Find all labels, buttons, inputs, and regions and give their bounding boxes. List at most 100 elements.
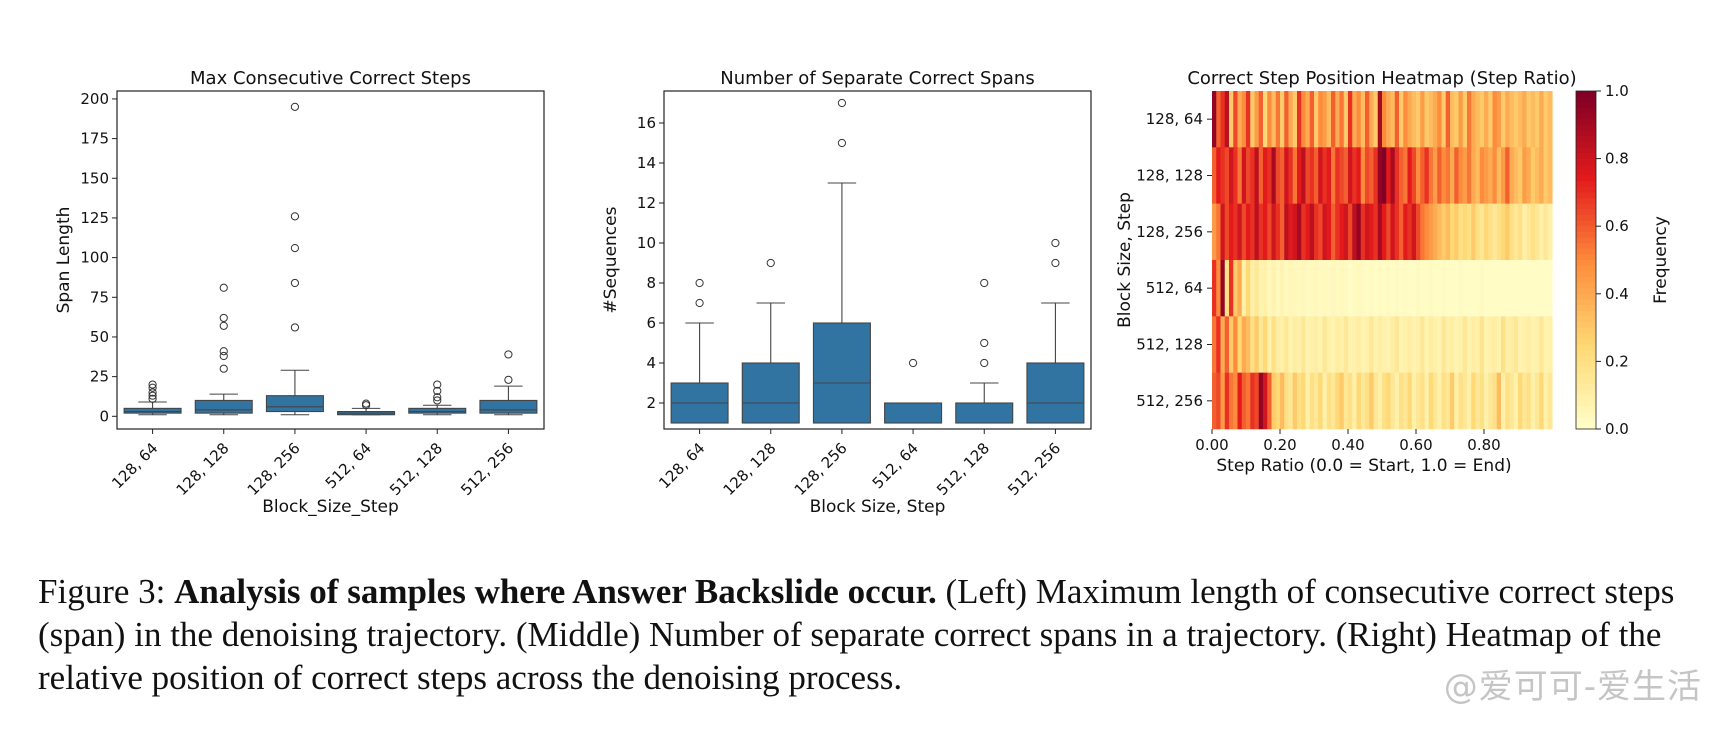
heatmap-cell [1348,91,1353,148]
heatmap-cell [1216,316,1222,373]
heatmap-cell [1275,203,1281,261]
y-tick-label: 100 [80,249,109,267]
heatmap-cell [1284,260,1290,317]
heatmap-cell [1437,147,1443,204]
colorbar-segment [1576,423,1596,430]
heatmap-cell [1339,147,1345,204]
heatmap-cell [1267,203,1273,261]
heatmap-cell [1420,316,1426,373]
colorbar-tick-label: 0.0 [1605,420,1629,438]
heatmap-cell [1314,372,1319,430]
colorbar-segment [1576,254,1596,261]
heatmap-cell [1212,260,1217,317]
outlier-point [766,258,775,268]
heatmap-cell [1352,372,1358,430]
outlier-point [1051,238,1060,248]
colorbar-segment [1576,147,1596,154]
plot-frame [663,90,1092,430]
colorbar-segment [1576,282,1596,289]
colorbar-segment [1576,417,1596,424]
heatmap-cell [1428,91,1434,148]
heatmap-cell [1220,203,1226,261]
heatmap-cell [1220,260,1226,317]
y-tick-label: 512, 128 [1136,336,1203,354]
heatmap-cell [1292,203,1298,261]
outlier-point [908,358,918,368]
x-tick-label: 128, 128 [720,439,780,499]
heatmap-cell [1275,147,1281,204]
heatmap-cell [1428,372,1434,430]
y-tick-label: 0 [99,407,109,425]
heatmap-cell [1390,203,1396,261]
heatmap-cell [1377,147,1383,204]
colorbar-segment [1576,130,1596,137]
heatmap-cell [1280,91,1285,148]
heatmap-cell [1458,147,1464,204]
heatmap-cell [1450,372,1455,430]
heatmap-cell [1212,147,1217,204]
heatmap-cell [1360,260,1366,317]
heatmap-cell [1263,372,1268,430]
heatmap-cell [1250,260,1256,317]
heatmap-cell [1458,203,1464,261]
heatmap-cell [1263,316,1268,373]
heatmap-cell [1424,91,1430,148]
heatmap-cell [1501,147,1506,204]
heatmap-cell [1343,91,1349,148]
y-tick-label: 25 [90,368,109,386]
heatmap-cell [1365,260,1370,317]
heatmap-cell [1233,203,1239,261]
heatmap-cell [1284,203,1290,261]
heatmap-cell [1526,91,1532,148]
box [479,399,538,414]
heatmap-cell [1467,372,1472,430]
y-tick-label: 128, 128 [1136,167,1203,185]
heatmap-cell [1254,260,1260,317]
heatmap-cell [1271,316,1277,373]
outlier-point [148,388,157,397]
figure: Max Consecutive Correct Steps Span Length… [54,68,1671,517]
heatmap-cell [1543,260,1549,317]
heatmap-cell [1458,316,1464,373]
heatmap-cell [1492,260,1498,317]
heatmap-cell [1399,91,1404,148]
x-tick-label: 128, 64 [108,439,161,492]
heatmap-cell [1224,260,1230,317]
heatmap-cell [1530,260,1536,317]
heatmap-cell [1250,147,1256,204]
colorbar-label: Frequency [1651,216,1671,304]
heatmap-cell [1454,316,1460,373]
y-tick-label: 4 [646,354,656,372]
heatmap-cell [1377,260,1383,317]
x-tick-label: 0.20 [1263,436,1296,454]
heatmap-cell [1288,372,1294,430]
heatmap-cell [1399,203,1404,261]
heatmap-cell [1301,203,1307,261]
heatmap-cell [1513,372,1519,430]
heatmap-cell [1433,203,1438,261]
outlier-point [290,102,300,111]
heatmap-cell [1496,316,1502,373]
heatmap-cell [1241,91,1247,148]
heatmap-cell [1471,372,1477,430]
heatmap-cell [1343,260,1349,317]
heatmap-cell [1462,316,1468,373]
outlier-point [361,399,371,408]
heatmap-cell [1467,91,1472,148]
heatmap-cell [1331,147,1336,204]
colorbar-segment [1576,344,1596,351]
heatmap-cell [1250,203,1256,261]
heatmap-cell [1373,203,1379,261]
colorbar-segment [1576,220,1596,227]
heatmap-cell [1292,260,1298,317]
caption-text: (Left) Maximum length of consecutive cor… [38,572,1675,697]
heatmap-cell [1352,260,1358,317]
heatmap-cell [1322,260,1328,317]
heatmap-cell [1339,316,1345,373]
heatmap-cell [1445,203,1451,261]
y-axis-label: Span Length [54,207,74,314]
heatmap-cell [1377,91,1383,148]
heatmap-cell [1288,316,1294,373]
colorbar-segment [1576,231,1596,239]
colorbar-segment [1576,237,1596,244]
